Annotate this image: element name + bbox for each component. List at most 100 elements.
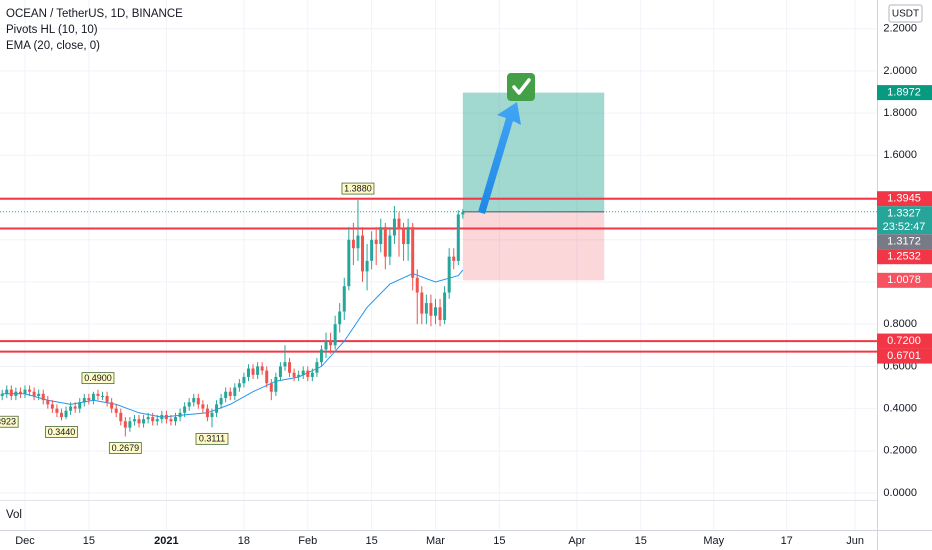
candle-body: [374, 239, 378, 244]
pivot-label-box: [45, 426, 78, 438]
candle-body: [342, 286, 346, 312]
y-tick-label: 2.2000: [883, 23, 917, 35]
candle-body: [110, 402, 114, 409]
candle-body: [55, 408, 59, 413]
axes: 0.00000.20000.40000.60000.80001.00001.20…: [15, 23, 932, 547]
candle-body: [78, 402, 82, 409]
candle-body: [132, 419, 136, 422]
candle-body: [461, 212, 465, 215]
candle-body: [5, 389, 9, 394]
candle-body: [347, 239, 351, 287]
candle-body: [41, 393, 45, 401]
arrow-drawing: [478, 73, 535, 214]
candle-body: [338, 311, 342, 325]
candle-body: [123, 421, 127, 428]
candle-body: [201, 404, 205, 409]
candle-body: [443, 292, 447, 320]
candle-body: [297, 374, 301, 377]
y-tick-label: 1.6000: [883, 149, 917, 161]
y-tick-label: 0.4000: [883, 403, 917, 415]
countdown: 23:52:47: [883, 221, 926, 233]
price-label-box: [877, 249, 932, 265]
price-label: 1.2532: [887, 251, 921, 263]
stop-zone: [462, 211, 605, 281]
x-tick-label: Apr: [568, 535, 585, 547]
candle-body: [169, 419, 173, 422]
candle-body: [383, 227, 387, 257]
candle-body: [91, 393, 95, 401]
candle-body: [356, 235, 360, 249]
pivot-label-box: [81, 372, 115, 385]
candle-body: [46, 400, 50, 405]
price-label: 1.3327: [887, 208, 921, 220]
candle-body: [246, 368, 250, 377]
candle-body: [402, 229, 406, 244]
volume-label: Vol: [6, 509, 22, 521]
candle-body: [64, 410, 68, 418]
candle-body: [137, 419, 141, 424]
candle-body: [370, 239, 374, 261]
candle-body: [242, 376, 246, 384]
y-tick-label: 2.0000: [883, 65, 917, 77]
candle-body: [73, 406, 77, 409]
candle-body: [315, 362, 319, 373]
pivot-label: 0.3923: [0, 417, 16, 427]
pivot-label-box: [341, 182, 375, 195]
candle-body: [174, 417, 178, 422]
candle-body: [278, 366, 282, 377]
candle-body: [178, 412, 182, 418]
candle-body: [146, 417, 150, 420]
candle-body: [187, 402, 191, 407]
candle-body: [0, 393, 4, 396]
candle-body: [50, 404, 54, 409]
candle-body: [183, 406, 187, 413]
candle-body: [456, 214, 460, 261]
y-tick-label: 1.8000: [883, 107, 917, 119]
candle-body: [69, 406, 73, 411]
pivot-label: 0.3440: [48, 427, 76, 437]
candle-body: [151, 417, 155, 422]
candle-body: [96, 393, 100, 396]
candle-body: [388, 235, 392, 257]
candle-body: [415, 277, 419, 293]
candle-body: [329, 341, 333, 346]
candle-body: [219, 398, 223, 405]
y-tick-label: 0.0000: [883, 487, 917, 499]
candle-body: [424, 303, 428, 314]
currency[interactable]: USDT: [892, 9, 919, 20]
candle-body: [292, 372, 296, 377]
x-tick-label: Feb: [298, 535, 317, 547]
price-label: 1.8972: [887, 87, 921, 99]
price-label-box: [877, 191, 932, 207]
currency-box[interactable]: [888, 4, 923, 23]
candle-body: [215, 404, 219, 413]
candle-body: [319, 349, 323, 363]
candle-body: [438, 307, 442, 320]
candle-body: [82, 398, 86, 403]
candle-body: [237, 383, 241, 388]
grid: [0, 0, 877, 530]
candle-body: [228, 391, 232, 396]
candle-body: [452, 256, 456, 261]
candle-body: [379, 227, 383, 244]
candle-body: [224, 391, 228, 399]
candle-body: [196, 398, 200, 405]
candle-body: [119, 412, 123, 422]
candle-body: [9, 389, 13, 396]
pivot-label-box: [195, 432, 229, 445]
price-label: 1.3172: [887, 236, 921, 248]
candle-body: [23, 389, 27, 394]
candle-body: [14, 391, 18, 396]
candle-body: [260, 366, 264, 371]
candle-body: [283, 362, 287, 367]
candle-body: [265, 370, 269, 384]
candle-body: [142, 419, 146, 424]
candle-body: [310, 372, 314, 377]
candle-body: [160, 414, 164, 420]
candle-body: [155, 419, 159, 422]
candle-body: [164, 414, 168, 420]
candle-body: [392, 218, 396, 236]
x-tick-label: 15: [493, 535, 505, 547]
candle-body: [433, 307, 437, 316]
x-tick-label: 15: [366, 535, 378, 547]
